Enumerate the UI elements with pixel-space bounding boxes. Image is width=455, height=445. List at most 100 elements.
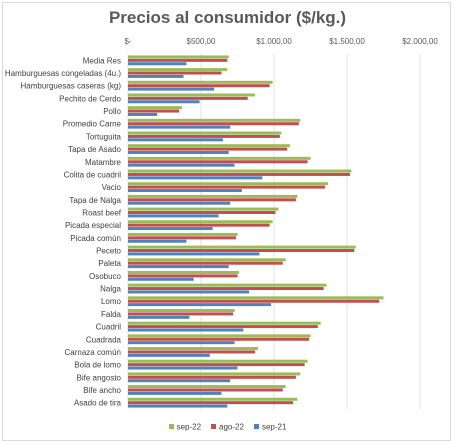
bar-sep-22: [128, 68, 228, 72]
bar-ago-22: [128, 350, 256, 354]
category-label: Promedio Carne: [63, 120, 122, 129]
bar-sep-21: [128, 227, 213, 231]
bars: [128, 55, 384, 408]
category-label: Asado de tira: [74, 399, 122, 408]
category-label: Tapa de Asado: [68, 145, 121, 154]
bar-sep-22: [128, 232, 238, 236]
bar-sep-22: [128, 144, 291, 148]
x-tick-label: $1.500,00: [329, 37, 365, 46]
bar-sep-21: [128, 366, 238, 370]
bar-ago-22: [128, 287, 324, 291]
bar-sep-22: [128, 334, 311, 338]
category-label: Pechito de Cerdo: [59, 94, 121, 103]
bar-sep-21: [128, 379, 231, 383]
bar-sep-21: [128, 112, 158, 116]
bar-sep-21: [128, 163, 235, 167]
bar-ago-22: [128, 122, 299, 126]
bar-sep-21: [128, 100, 200, 104]
bar-sep-21: [128, 138, 223, 142]
bar-ago-22: [128, 363, 305, 367]
bar-ago-22: [128, 172, 350, 176]
bar-sep-21: [128, 315, 190, 319]
bar-sep-21: [128, 189, 242, 193]
chart-title: Precios al consumidor ($/kg.): [108, 8, 347, 27]
bar-ago-22: [128, 249, 355, 253]
bar-ago-22: [128, 312, 234, 316]
bar-sep-21: [128, 62, 187, 66]
bar-ago-22: [128, 71, 222, 75]
bar-sep-22: [128, 385, 286, 389]
bar-ago-22: [128, 58, 228, 62]
bar-ago-22: [128, 236, 237, 240]
bar-sep-22: [128, 270, 239, 274]
bar-ago-22: [128, 147, 288, 151]
bar-ago-22: [128, 299, 380, 303]
x-tick-label: $500,00: [187, 37, 216, 46]
bar-sep-22: [128, 131, 282, 135]
bar-sep-22: [128, 118, 301, 122]
bar-ago-22: [128, 109, 180, 113]
legend-label: sep-22: [176, 422, 202, 432]
bar-sep-21: [128, 341, 235, 345]
bar-sep-22: [128, 93, 256, 97]
x-tick-label: $2.000,00: [402, 37, 438, 46]
bar-ago-22: [128, 337, 310, 341]
bar-sep-21: [128, 265, 229, 269]
bar-sep-21: [128, 201, 231, 205]
category-label: Hamburguesas congeladas (4u.): [5, 69, 121, 78]
bar-ago-22: [128, 401, 293, 405]
category-label: Bife angosto: [77, 373, 122, 382]
legend-swatch: [253, 424, 259, 430]
bar-ago-22: [128, 198, 296, 202]
category-label: Lomo: [101, 297, 122, 306]
bar-sep-21: [128, 404, 228, 408]
bar-sep-21: [128, 290, 250, 294]
x-tick-label: $1.000,00: [256, 37, 292, 46]
category-label: Picada especial: [65, 221, 121, 230]
bar-sep-21: [128, 214, 219, 218]
bar-sep-22: [128, 106, 183, 110]
bar-sep-21: [128, 176, 263, 180]
bar-sep-21: [128, 328, 244, 332]
category-label: Picada común: [70, 234, 121, 243]
bar-sep-21: [128, 391, 222, 395]
bar-sep-21: [128, 87, 215, 91]
category-label: Pollo: [103, 107, 121, 116]
bar-sep-21: [128, 125, 231, 129]
legend-item-ago-22: ago-22: [211, 422, 244, 431]
bar-sep-21: [128, 303, 272, 307]
bar-sep-21: [128, 239, 187, 243]
bar-sep-22: [128, 207, 279, 211]
bar-ago-22: [128, 185, 326, 189]
bar-sep-21: [128, 150, 229, 154]
bar-sep-22: [128, 220, 273, 224]
category-label: Media Res: [83, 56, 121, 65]
x-tick-label: $-: [124, 37, 131, 46]
category-label: Bife ancho: [83, 386, 121, 395]
category-label: Nalga: [100, 285, 121, 294]
category-label: Tapa de Nalga: [69, 196, 121, 205]
bar-ago-22: [128, 84, 270, 88]
category-label: Falda: [101, 310, 122, 319]
bar-ago-22: [128, 210, 276, 214]
bar-sep-22: [128, 347, 258, 351]
bar-sep-22: [128, 80, 273, 84]
bar-sep-21: [128, 74, 184, 78]
bar-ago-22: [128, 325, 318, 329]
bar-sep-22: [128, 258, 286, 262]
legend-item-sep-21: sep-21: [253, 422, 286, 431]
bar-sep-21: [128, 252, 260, 256]
x-axis-ticks: $- $500,00 $1.000,00 $1.500,00 $2.000,00: [124, 37, 438, 46]
bar-ago-22: [128, 223, 270, 227]
bar-ago-22: [128, 134, 280, 138]
category-labels: Media Res Hamburguesas congeladas (4u.) Ha…: [5, 56, 122, 407]
category-label: Vacio: [102, 183, 122, 192]
bar-sep-22: [128, 55, 229, 59]
category-label: Carnaza común: [65, 348, 121, 357]
bar-sep-22: [128, 309, 235, 313]
category-label: Osobuco: [89, 272, 122, 281]
category-label: Colita de cuadril: [64, 170, 122, 179]
legend-label: ago-22: [219, 422, 244, 432]
chart-frame: [2, 2, 451, 441]
